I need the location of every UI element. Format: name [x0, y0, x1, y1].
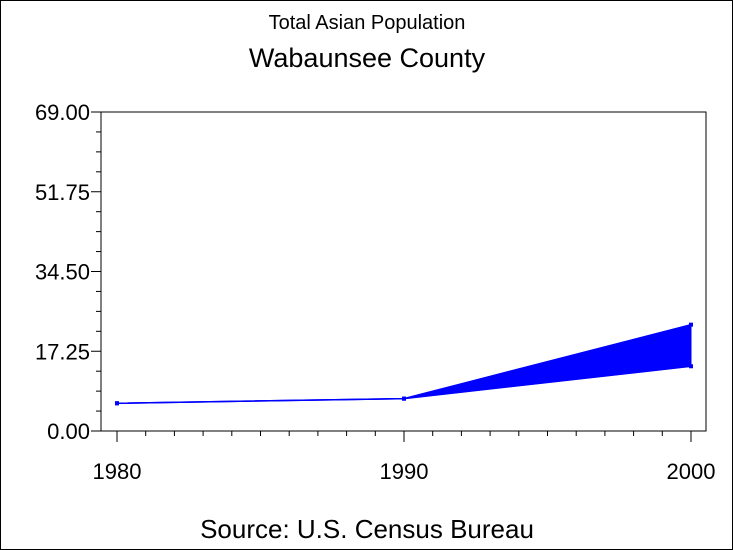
y-tick-label: 0.00: [47, 419, 90, 444]
series-band-area: [116, 324, 692, 404]
data-point: [689, 322, 693, 327]
chart-subtitle: Wabaunsee County: [249, 43, 486, 73]
y-axis-ticks: 0.00 17.25 34.50 51.75 69.00: [35, 100, 101, 444]
y-tick-label: 17.25: [35, 339, 90, 364]
y-tick-label: 51.75: [35, 180, 90, 205]
x-tick-label: 1990: [380, 459, 429, 484]
y-tick-label: 69.00: [35, 100, 90, 125]
chart-title: Total Asian Population: [269, 12, 466, 34]
data-point: [115, 401, 119, 406]
data-point: [402, 396, 406, 401]
chart-source: Source: U.S. Census Bureau: [200, 514, 534, 544]
x-tick-label: 2000: [667, 459, 716, 484]
plot-area-frame: [100, 111, 707, 432]
y-tick-label: 34.50: [35, 260, 90, 285]
data-marks: [115, 322, 693, 406]
data-point: [689, 364, 693, 369]
x-tick-label: 1980: [93, 459, 142, 484]
x-axis-ticks: 1980 1990 2000: [93, 431, 716, 484]
